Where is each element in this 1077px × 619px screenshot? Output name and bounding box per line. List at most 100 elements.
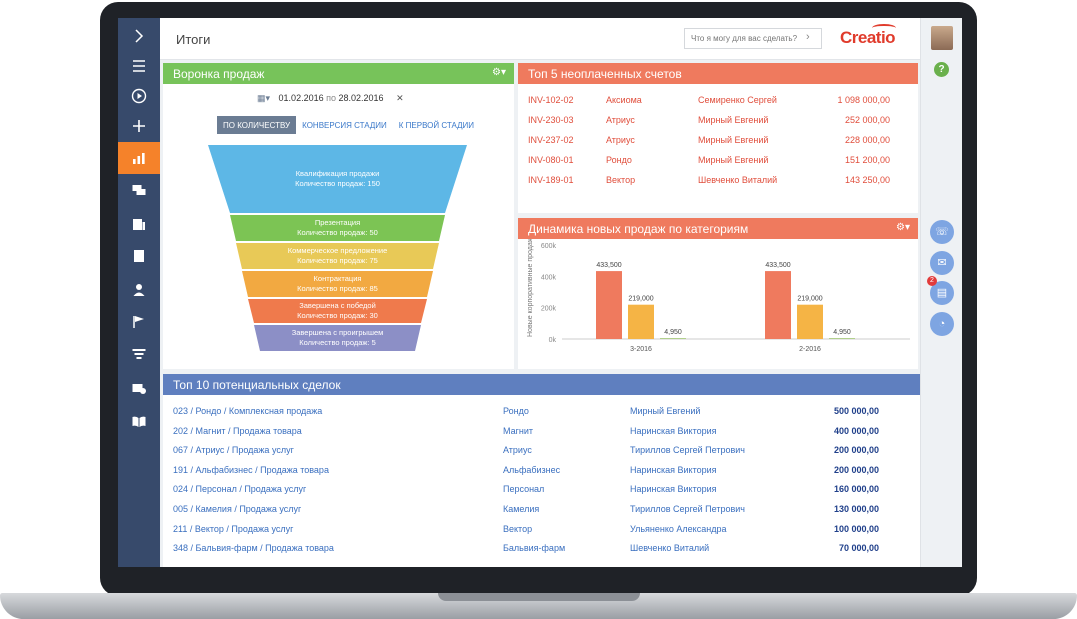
funnel-stage-2 bbox=[230, 215, 445, 241]
widget-title: Топ 10 потенциальных сделок bbox=[173, 378, 341, 392]
phone-icon[interactable]: ☏ bbox=[930, 220, 954, 244]
invoice-id[interactable]: INV-080-01 bbox=[528, 155, 574, 165]
deal-name[interactable]: 067 / Атриус / Продажа услуг bbox=[173, 445, 294, 456]
menu-icon[interactable] bbox=[118, 50, 160, 82]
book-icon[interactable] bbox=[118, 406, 160, 438]
play-icon[interactable] bbox=[118, 80, 160, 112]
date-from[interactable]: 01.02.2016 bbox=[278, 93, 324, 103]
deal-name[interactable]: 023 / Рондо / Комплексная продажа bbox=[173, 406, 323, 416]
invoice-account[interactable]: Вектор bbox=[606, 175, 636, 185]
widget-title: Воронка продаж bbox=[173, 67, 265, 81]
bar bbox=[596, 271, 622, 339]
invoice-account[interactable]: Атриус bbox=[606, 135, 635, 145]
deal-account[interactable]: Камелия bbox=[503, 504, 540, 514]
deal-owner[interactable]: Шевченко Виталий bbox=[630, 543, 710, 554]
date-to[interactable]: 28.02.2016 bbox=[338, 93, 384, 103]
invoice-id[interactable]: INV-102-02 bbox=[528, 95, 574, 105]
bar bbox=[765, 271, 791, 339]
funnel-icon[interactable] bbox=[118, 338, 160, 370]
invoice-owner[interactable]: Семиренко Сергей bbox=[698, 95, 777, 105]
bar bbox=[628, 304, 654, 339]
tab-to-first-stage[interactable]: К ПЕРВОЙ СТАДИИ bbox=[398, 121, 475, 130]
flag-icon[interactable] bbox=[118, 306, 160, 338]
invoice-id[interactable]: INV-237-02 bbox=[528, 135, 574, 145]
deal-name[interactable]: 024 / Персонал / Продажа услуг bbox=[173, 484, 307, 495]
person-icon[interactable] bbox=[118, 274, 160, 306]
deal-name[interactable]: 348 / Бальвия-фарм / Продажа товара bbox=[173, 543, 334, 554]
close-icon[interactable]: ✕ bbox=[396, 93, 404, 103]
funnel-label-4: Контрактация Количество продаж: 85 bbox=[248, 273, 427, 295]
invoice-account[interactable]: Аксиома bbox=[606, 95, 642, 105]
deal-row[interactable]: 202 / Магнит / Продажа товара Магнит Нарин… bbox=[173, 426, 913, 440]
invoice-id[interactable]: INV-230-03 bbox=[528, 115, 574, 125]
deal-account[interactable]: Вектор bbox=[503, 523, 533, 534]
invoice-owner[interactable]: Мирный Евгений bbox=[698, 115, 769, 125]
invoice-account[interactable]: Рондо bbox=[606, 155, 632, 165]
chart-icon[interactable] bbox=[118, 142, 160, 174]
bar bbox=[660, 338, 686, 339]
plus-icon[interactable] bbox=[118, 110, 160, 142]
stage-value: Количество продаж: 50 bbox=[297, 228, 378, 237]
mail-icon[interactable]: ✉ bbox=[930, 251, 954, 275]
avatar[interactable] bbox=[931, 26, 953, 50]
deal-row[interactable]: 211 / Вектор / Продажа услуг Вектор Ульяне… bbox=[173, 524, 913, 538]
deal-owner[interactable]: Мирный Евгений bbox=[630, 406, 701, 416]
invoice-owner[interactable]: Мирный Евгений bbox=[698, 155, 769, 165]
deal-account[interactable]: Альфабизнес bbox=[503, 464, 561, 475]
gear-icon[interactable]: ⚙▾ bbox=[896, 222, 910, 233]
side-navigation bbox=[118, 18, 160, 567]
deal-owner[interactable]: Наринская Виктория bbox=[630, 464, 717, 475]
sales-dynamics-widget: Динамика новых продаж по категориям ⚙▾ Н… bbox=[518, 218, 918, 369]
deal-owner[interactable]: Наринская Виктория bbox=[630, 425, 717, 436]
help-icon[interactable]: ? bbox=[934, 62, 949, 77]
money-icon[interactable] bbox=[118, 372, 160, 404]
invoice-row[interactable]: INV-189-01 Вектор Шевченко Виталий 143 250,… bbox=[528, 175, 898, 189]
chevron-right-icon[interactable]: › bbox=[806, 31, 810, 43]
chevron-right-icon[interactable] bbox=[118, 20, 160, 52]
deal-owner[interactable]: Тириллов Сергей Петрович bbox=[630, 504, 745, 514]
deal-owner[interactable]: Тириллов Сергей Петрович bbox=[630, 445, 745, 456]
deal-row[interactable]: 023 / Рондо / Комплексная продажа Рондо Ми… bbox=[173, 406, 913, 420]
tab-stage-conversion[interactable]: КОНВЕРСИЯ СТАДИИ bbox=[302, 121, 387, 130]
gear-icon[interactable]: ⚙▾ bbox=[492, 67, 506, 78]
logo-swoosh bbox=[872, 24, 896, 32]
command-input[interactable] bbox=[684, 28, 822, 49]
invoice-row[interactable]: INV-102-02 Аксиома Семиренко Сергей 1 098 0… bbox=[528, 95, 898, 109]
invoice-id[interactable]: INV-189-01 bbox=[528, 175, 574, 185]
stage-name: Коммерческое предложение bbox=[287, 246, 388, 255]
date-range: ▦▾ 01.02.2016 по 28.02.2016 ✕ bbox=[257, 93, 404, 104]
tab-by-count[interactable]: ПО КОЛИЧЕСТВУ bbox=[217, 116, 297, 134]
invoice-owner[interactable]: Мирный Евгений bbox=[698, 135, 769, 145]
laptop-notch bbox=[438, 593, 640, 601]
chat-icon[interactable] bbox=[118, 174, 160, 206]
building-icon[interactable] bbox=[118, 240, 160, 272]
bell-icon[interactable]: ◔ bbox=[930, 312, 954, 336]
deal-name[interactable]: 211 / Вектор / Продажа услуг bbox=[173, 523, 294, 534]
deal-owner[interactable]: Наринская Виктория bbox=[630, 484, 717, 495]
deal-row[interactable]: 348 / Бальвия-фарм / Продажа товара Бальв… bbox=[173, 543, 913, 557]
calendar-icon[interactable]: ▦▾ bbox=[257, 93, 271, 103]
deal-row[interactable]: 024 / Персонал / Продажа услуг Персонал На… bbox=[173, 484, 913, 498]
deal-name[interactable]: 202 / Магнит / Продажа товара bbox=[173, 425, 302, 436]
deal-row[interactable]: 067 / Атриус / Продажа услуг Атриус Тирилл… bbox=[173, 445, 913, 459]
invoice-row[interactable]: INV-237-02 Атриус Мирный Евгений 228 000,00 bbox=[528, 135, 898, 149]
deal-row[interactable]: 005 / Камелия / Продажа услуг Камелия Тири… bbox=[173, 504, 913, 518]
y-tick-label: 0k bbox=[549, 337, 557, 344]
deal-name[interactable]: 005 / Камелия / Продажа услуг bbox=[173, 504, 302, 514]
invoice-owner[interactable]: Шевченко Виталий bbox=[698, 175, 778, 185]
deal-account[interactable]: Магнит bbox=[503, 425, 534, 436]
deal-name[interactable]: 191 / Альфабизнес / Продажа товара bbox=[173, 464, 329, 475]
dynamics-bar-chart: Новые корпоративные продажи 0k 200k 400k 600… bbox=[527, 239, 910, 353]
creatio-logo: Creatio bbox=[840, 28, 896, 47]
funnel-label-6: Завершена с проигрышем Количество продаж:… bbox=[260, 327, 415, 349]
deal-row[interactable]: 191 / Альфабизнес / Продажа товара Альфаб… bbox=[173, 465, 913, 479]
invoice-account[interactable]: Атриус bbox=[606, 115, 635, 125]
invoice-row[interactable]: INV-230-03 Атриус Мирный Евгений 252 000,00 bbox=[528, 115, 898, 129]
contacts-icon[interactable] bbox=[118, 208, 160, 240]
invoice-row[interactable]: INV-080-01 Рондо Мирный Евгений 151 200,00 bbox=[528, 155, 898, 169]
deal-account[interactable]: Атриус bbox=[503, 445, 532, 456]
deal-account[interactable]: Бальвия-фарм bbox=[503, 543, 566, 554]
deal-owner[interactable]: Ульяненко Александра bbox=[630, 523, 727, 534]
deal-account[interactable]: Персонал bbox=[503, 484, 545, 495]
deal-account[interactable]: Рондо bbox=[503, 406, 529, 416]
